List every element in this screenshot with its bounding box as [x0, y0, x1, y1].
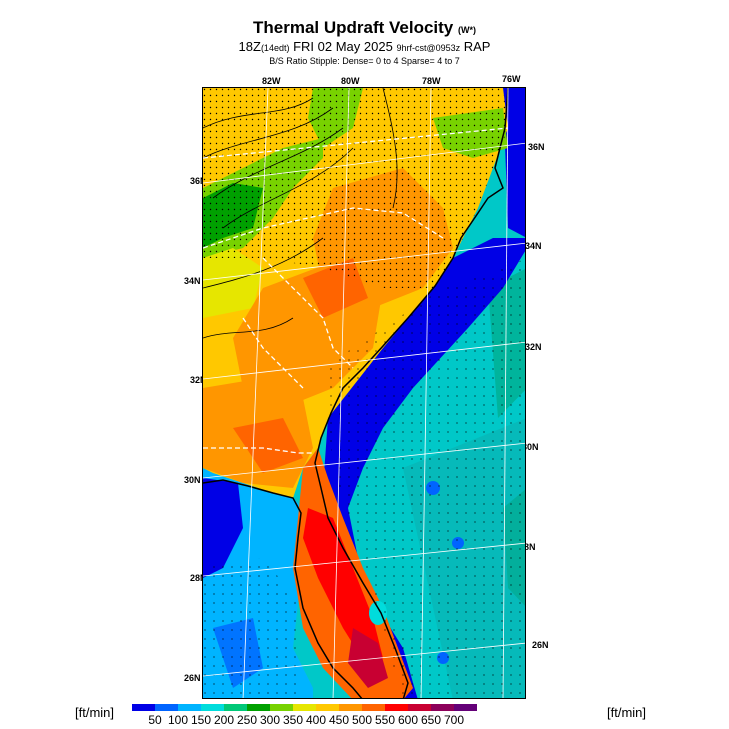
- coastline: [203, 88, 509, 698]
- colorbar-swatch: [431, 704, 454, 711]
- title-unit: (W*): [458, 25, 476, 35]
- title-text: Thermal Updraft Velocity: [252, 18, 454, 37]
- colorbar-swatch: [132, 704, 155, 711]
- colorbar-tick-label: 150: [190, 713, 212, 727]
- model-name: RAP: [463, 39, 491, 54]
- colorbar-tick-label: 550: [374, 713, 396, 727]
- colorbar-tick-label: 700: [443, 713, 465, 727]
- colorbar-swatch: [454, 704, 477, 711]
- lat-label-right-28n: 28N: [519, 542, 536, 552]
- colorbar: [132, 704, 477, 711]
- stipple-sparse-gulf: [203, 558, 303, 698]
- lat-label-right-32n: 32N: [525, 342, 542, 352]
- lat-label-right-26n: 26N: [532, 640, 549, 650]
- colorbar-swatch: [385, 704, 408, 711]
- outer-banks-low: [503, 88, 525, 237]
- graticule: [203, 88, 525, 698]
- stipple-dense-north: [203, 88, 508, 288]
- stipple-sparse-ocean: [323, 258, 525, 698]
- valid-date: FRI 02 May 2025: [293, 39, 393, 54]
- lat-label-right-34n: 34N: [525, 241, 542, 251]
- colorbar-swatch: [408, 704, 431, 711]
- florida-red: [303, 508, 383, 668]
- colorbar-tick-label: 350: [282, 713, 304, 727]
- lon-label-78w: 78W: [422, 76, 441, 86]
- colorbar-swatch: [201, 704, 224, 711]
- colorbar-swatch: [178, 704, 201, 711]
- colorbar-swatch: [293, 704, 316, 711]
- colorbar-swatch: [155, 704, 178, 711]
- colorbar-tick-label: 450: [328, 713, 350, 727]
- lat-label-left-28n: 28N: [190, 573, 207, 583]
- chart-title: Thermal Updraft Velocity (W*): [0, 18, 729, 38]
- stipple-note: B/S Ratio Stipple: Dense= 0 to 4 Sparse=…: [269, 56, 460, 66]
- thermal-velocity-map: [202, 87, 526, 699]
- colorbar-swatch: [247, 704, 270, 711]
- colorbar-unit-left: [ft/min]: [75, 705, 115, 720]
- colorbar-swatch: [339, 704, 362, 711]
- colorbar-swatch: [316, 704, 339, 711]
- colorbar-swatch: [224, 704, 247, 711]
- colorbar-tick-label: 650: [420, 713, 442, 727]
- upstate-yellow: [203, 248, 263, 318]
- colorbar-tick-label: 50: [148, 713, 162, 727]
- state-borders: [203, 127, 509, 454]
- colorbar-swatch: [362, 704, 385, 711]
- local-time: (14edt): [260, 43, 290, 53]
- lon-label-80w: 80W: [341, 76, 360, 86]
- lon-label-76w: 76W: [502, 74, 521, 84]
- lat-label-left-34n: 34N: [184, 276, 201, 286]
- colorbar-swatch: [270, 704, 293, 711]
- colorbar-tick-label: 500: [351, 713, 373, 727]
- lat-label-left-32n: 32N: [190, 375, 207, 385]
- florida-magenta: [348, 628, 388, 688]
- colorbar-tick-label: 200: [213, 713, 235, 727]
- colorbar-tick-label: 400: [305, 713, 327, 727]
- colorbar-tick-label: 600: [397, 713, 419, 727]
- model-run: 9hrf-cst@0953z: [396, 43, 461, 53]
- terrain-contours: [203, 88, 398, 339]
- lat-label-right-30n: 30N: [522, 442, 539, 452]
- colorbar-tick-label: 250: [236, 713, 258, 727]
- colorbar-tick-label: 300: [259, 713, 281, 727]
- lon-label-82w: 82W: [262, 76, 281, 86]
- colorbar-unit-right: [ft/min]: [607, 705, 647, 720]
- valid-time: 18Z: [238, 39, 261, 54]
- georgia-hot-core: [233, 418, 303, 473]
- lat-label-left-36n: 36N: [190, 176, 207, 186]
- colorbar-tick-label: 100: [167, 713, 189, 727]
- lat-label-left-30n: 30N: [184, 475, 201, 485]
- forecast-subtitle: 18Z(14edt) FRI 02 May 2025 9hrf-cst@0953…: [0, 39, 729, 54]
- gulf-low-north: [203, 478, 243, 578]
- map-canvas: [203, 88, 525, 698]
- lat-label-right-36n: 36N: [528, 142, 545, 152]
- lat-label-left-26n: 26N: [184, 673, 201, 683]
